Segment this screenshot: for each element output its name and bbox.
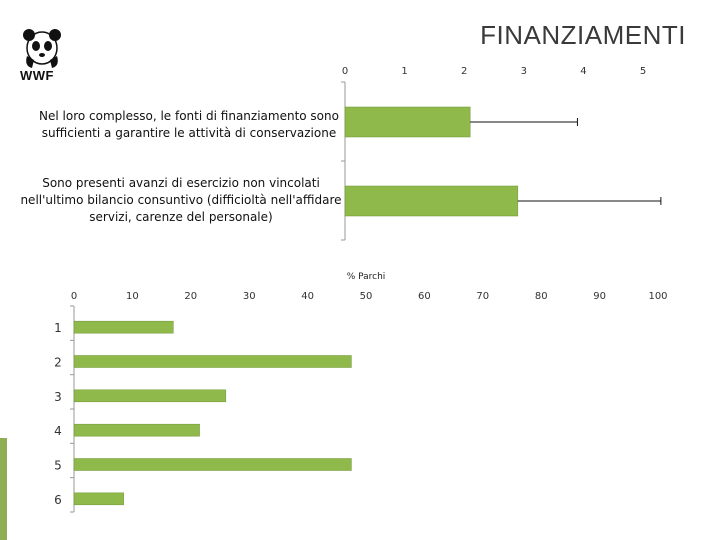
bottom-chart-x-tick-label: 30 <box>243 291 256 302</box>
bottom-chart-bar <box>73 492 124 506</box>
top-chart-x-tick-label: 0 <box>342 66 348 77</box>
top-chart-category-label-1-line-1: Nel loro complesso, le fonti di finanzia… <box>39 109 339 123</box>
top-chart-x-tick-label: 4 <box>580 66 586 77</box>
bottom-chart: % Parchi 0 10 20 30 40 50 60 70 80 90 100 1 2 3 4 5 6 <box>54 272 668 513</box>
top-chart-category-label-1: Nel loro complesso, le fonti di finanzia… <box>30 108 348 142</box>
bottom-chart-bar <box>73 355 352 368</box>
bottom-chart-bar <box>73 320 174 334</box>
wwf-logo: WWF <box>20 26 64 84</box>
bottom-chart-bar <box>73 389 227 403</box>
bottom-chart-bar <box>73 423 200 437</box>
bottom-chart-category-label: 1 <box>54 321 62 335</box>
top-chart-category-label-2: Sono presenti avanzi di esercizio non vi… <box>16 175 346 226</box>
slide-title: FINANZIAMENTI <box>480 20 686 50</box>
bottom-chart-x-tick-label: 10 <box>126 291 139 302</box>
top-chart-category-label-1-line-2: sufficienti a garantire le attività di c… <box>41 126 337 140</box>
top-chart-bar <box>344 185 519 217</box>
bottom-chart-category-label: 3 <box>54 390 62 404</box>
top-chart: 0 1 2 3 4 5 <box>341 66 662 241</box>
bottom-chart-x-tick-label: 50 <box>360 291 373 302</box>
left-accent-bar <box>0 438 7 540</box>
bottom-chart-category-label: 4 <box>54 424 62 438</box>
top-chart-x-tick-label: 1 <box>401 66 407 77</box>
top-chart-category-label-2-line-2: nell'ultimo bilancio consuntivo (diffici… <box>20 193 342 207</box>
logo-text: WWF <box>20 68 54 83</box>
bottom-chart-category-label: 6 <box>54 493 62 507</box>
top-chart-x-tick-label: 3 <box>521 66 527 77</box>
bottom-chart-category-label: 2 <box>54 356 62 370</box>
top-chart-x-tick-label: 2 <box>461 66 467 77</box>
top-chart-bar <box>344 106 471 138</box>
bottom-chart-x-axis-title: % Parchi <box>347 272 386 282</box>
bottom-chart-x-tick-label: 40 <box>301 291 314 302</box>
bottom-chart-x-tick-label: 90 <box>593 291 606 302</box>
bottom-chart-bar <box>73 458 352 471</box>
top-chart-category-label-2-line-3: servizi, carenze del personale) <box>89 210 273 224</box>
top-chart-category-label-2-line-1: Sono presenti avanzi di esercizio non vi… <box>42 176 320 190</box>
bottom-chart-x-tick-label: 20 <box>184 291 197 302</box>
bottom-chart-x-tick-label: 0 <box>71 291 77 302</box>
bottom-chart-x-tick-label: 70 <box>476 291 489 302</box>
bottom-chart-x-tick-label: 60 <box>418 291 431 302</box>
bottom-chart-category-label: 5 <box>54 459 62 473</box>
bottom-chart-x-tick-label: 80 <box>535 291 548 302</box>
top-chart-x-tick-label: 5 <box>640 66 646 77</box>
bottom-chart-x-tick-label: 100 <box>648 291 667 302</box>
panda-icon <box>23 29 61 68</box>
